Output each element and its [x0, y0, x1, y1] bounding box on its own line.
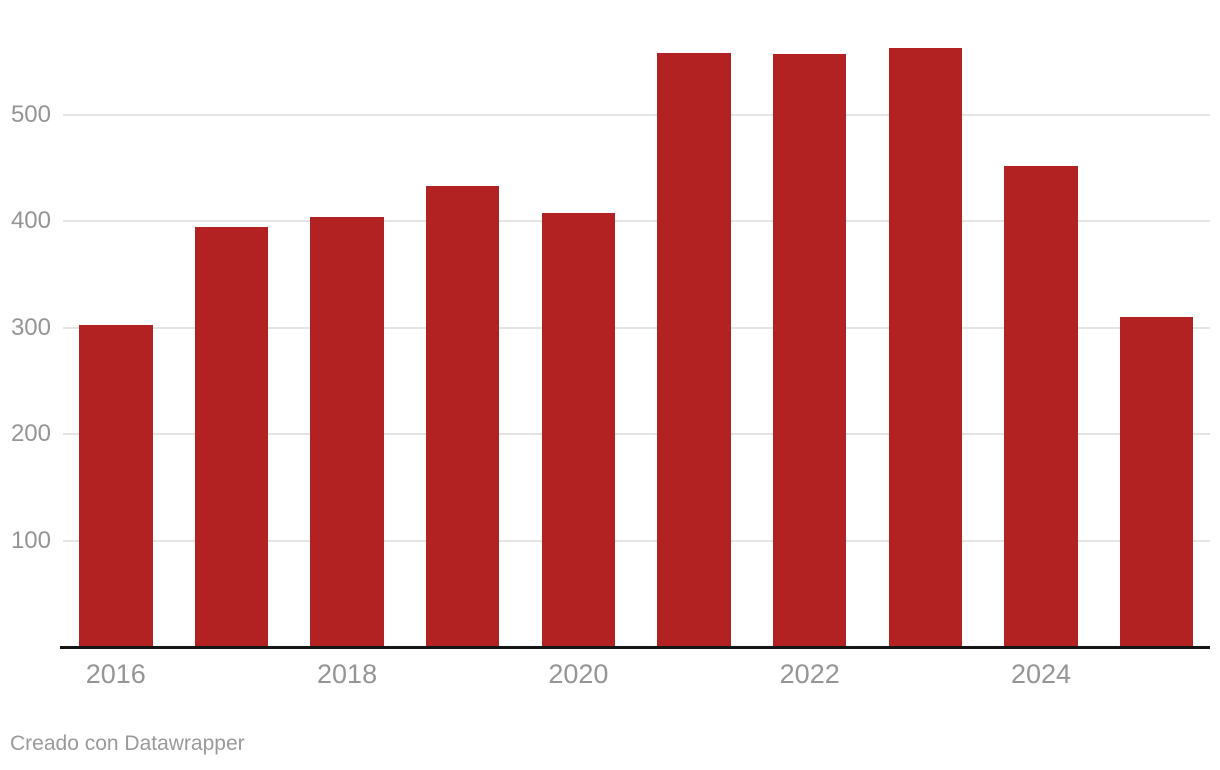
- y-axis-tick-label: 300: [10, 313, 51, 341]
- y-axis-tick-label: 100: [10, 526, 51, 554]
- gridline-400: [63, 220, 1210, 223]
- bar-2016[interactable]: [79, 324, 153, 647]
- gridline-300: [63, 326, 1210, 329]
- x-axis-tick-label: 2022: [779, 659, 840, 689]
- x-axis-tick-label: 2020: [548, 659, 609, 689]
- y-axis-tick-label: 200: [10, 420, 51, 448]
- bar-2018[interactable]: [310, 217, 384, 647]
- gridline-200: [63, 433, 1210, 436]
- x-axis-tick-label: 2024: [1010, 659, 1072, 689]
- bar-2020[interactable]: [541, 212, 616, 647]
- datawrapper-credit-link[interactable]: Creado con Datawrapper: [10, 732, 245, 755]
- bar-2017[interactable]: [194, 226, 269, 647]
- gridline-100: [63, 539, 1210, 542]
- bar-2021[interactable]: [657, 53, 731, 647]
- x-axis-tick-label: 2016: [85, 659, 146, 689]
- x-axis-line: [60, 646, 1210, 649]
- x-axis-tick-label: 2018: [317, 659, 378, 689]
- chart-footer: Creado con Datawrapper: [10, 729, 245, 759]
- gridline-500: [63, 114, 1210, 116]
- bar-2024[interactable]: [1004, 166, 1078, 647]
- bar-2025[interactable]: [1119, 317, 1194, 647]
- y-axis-tick-label: 400: [10, 207, 51, 235]
- bar-2023[interactable]: [888, 47, 963, 647]
- y-axis-tick-label: 500: [10, 101, 51, 128]
- bar-2019[interactable]: [425, 186, 500, 647]
- bar-2022[interactable]: [772, 54, 847, 647]
